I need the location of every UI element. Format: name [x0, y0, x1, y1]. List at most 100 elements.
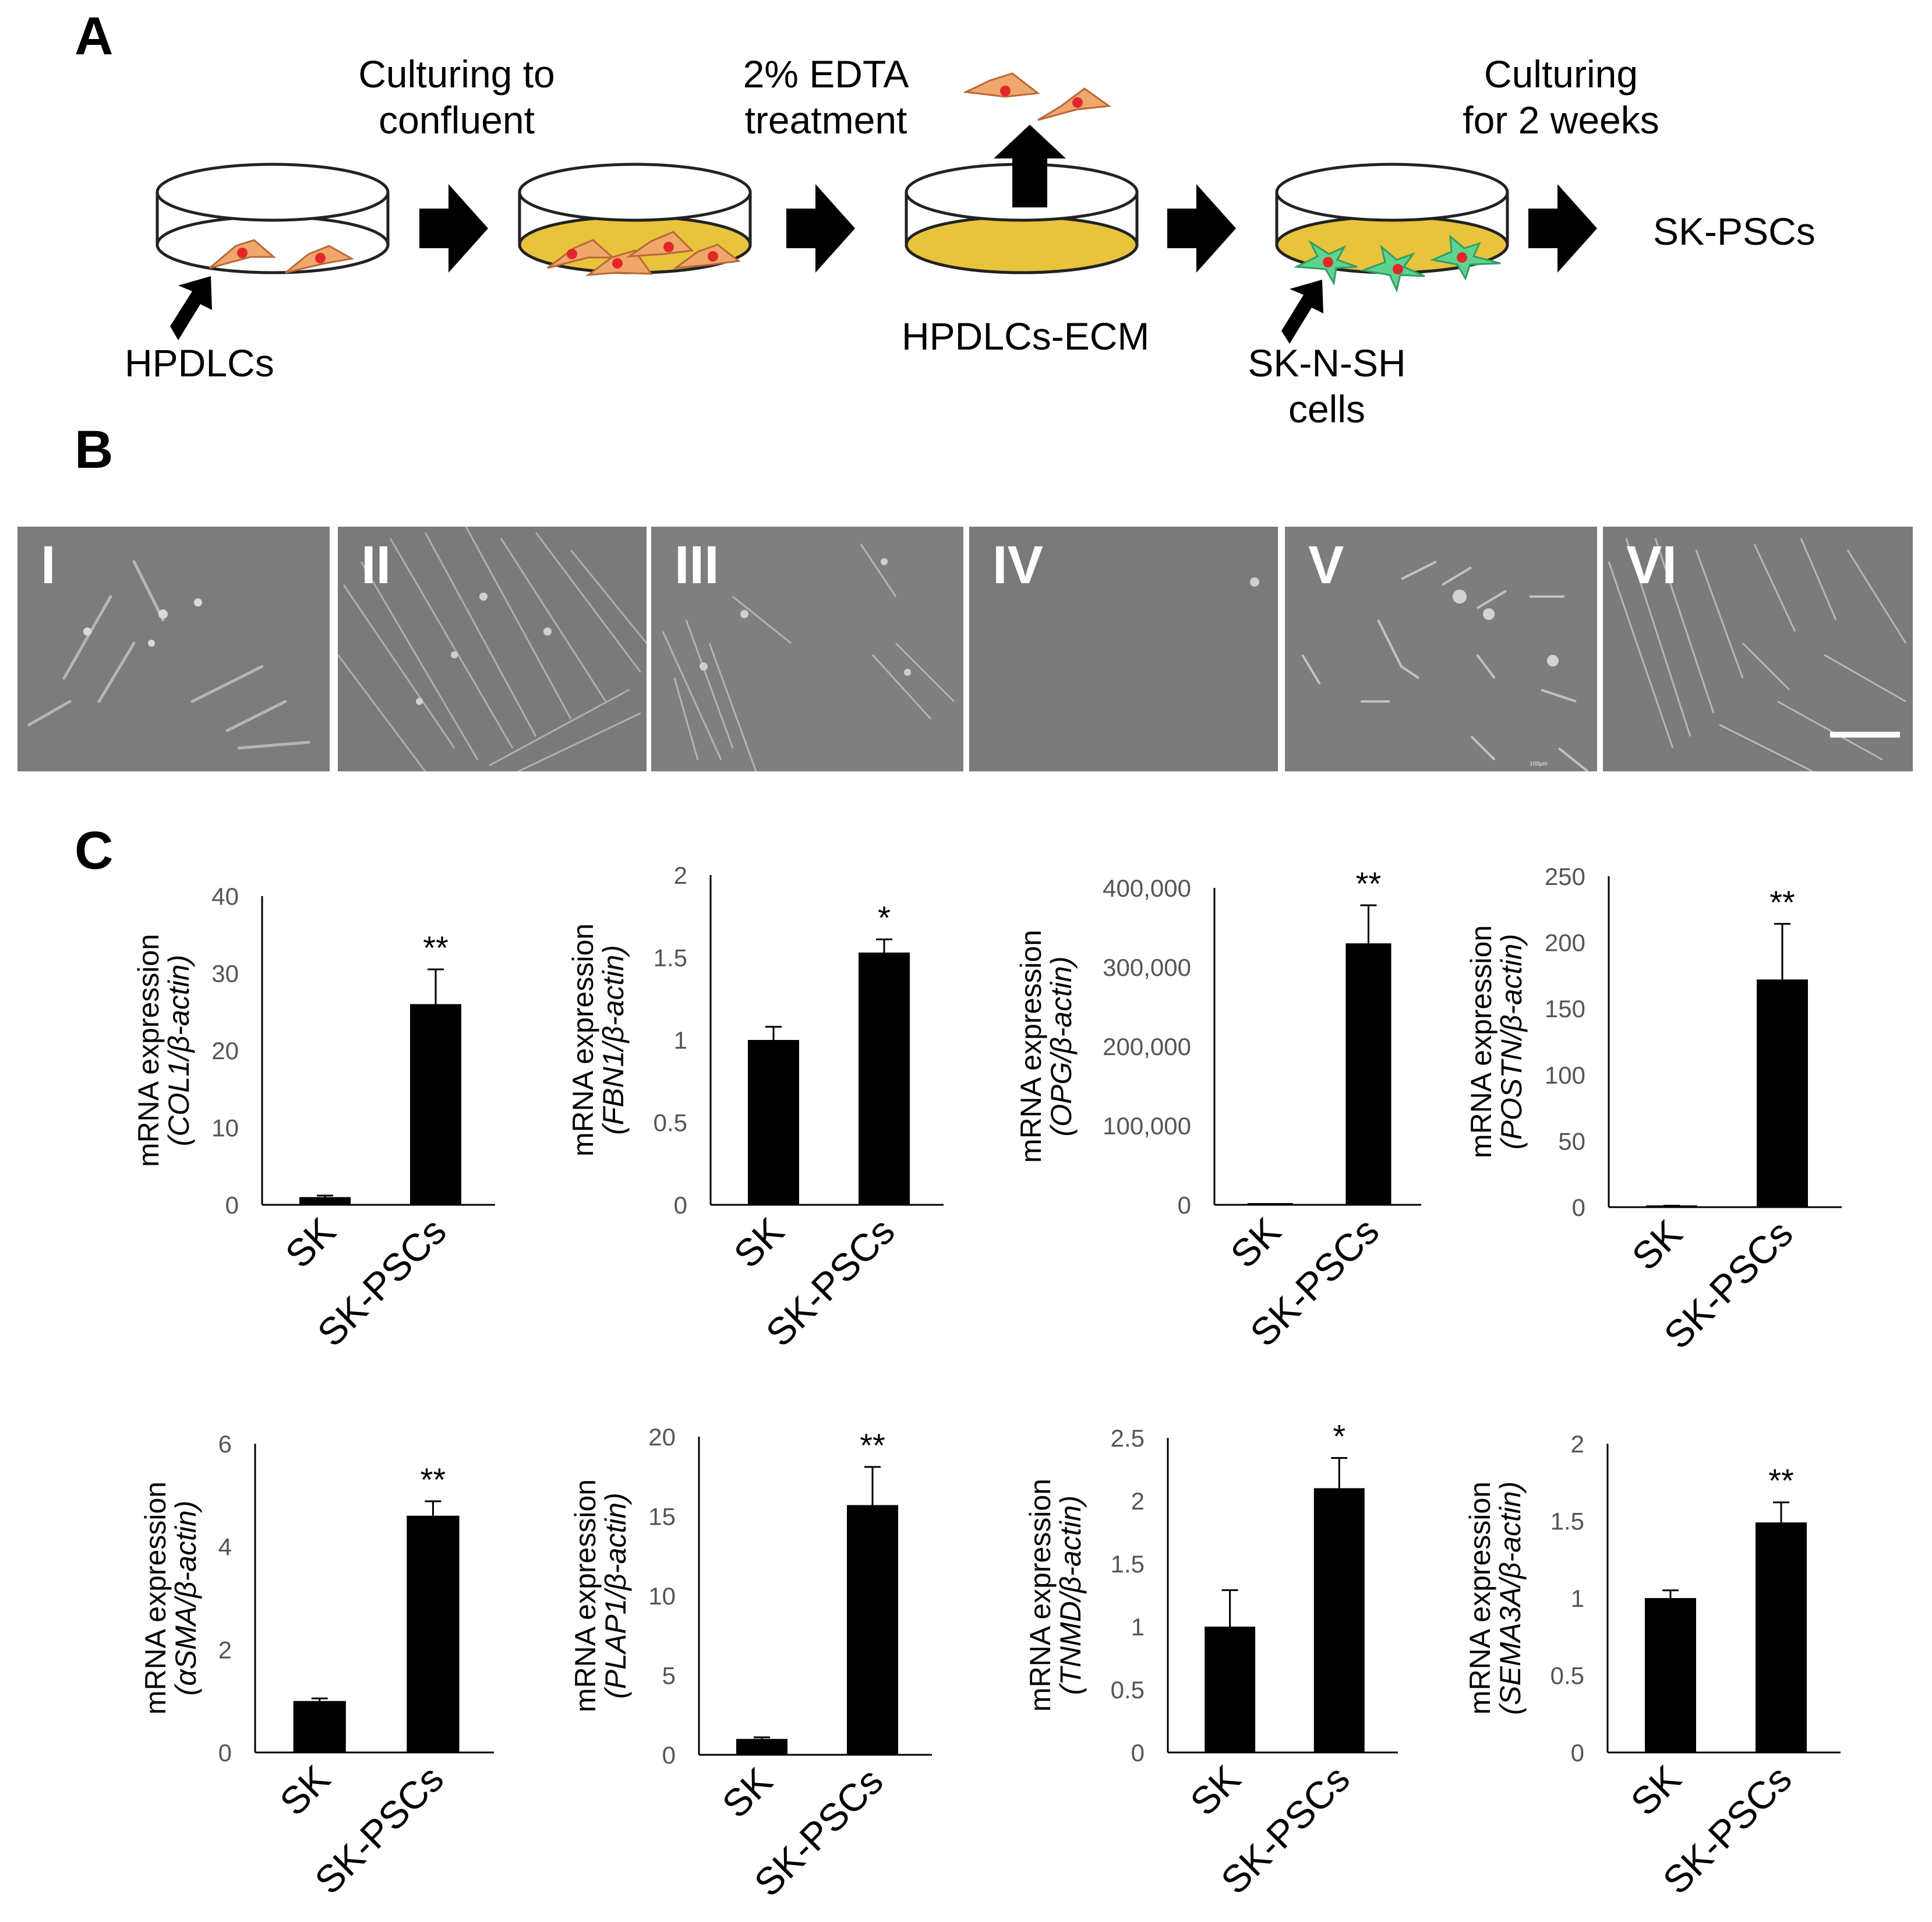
y-axis-label: mRNA expression — [567, 923, 599, 1156]
step-culturing-to-confluent: Culturing to confluent — [358, 52, 555, 142]
y-tick-label: 1.5 — [654, 944, 687, 972]
y-axis-label: mRNA expression — [569, 1479, 602, 1712]
bar-sk-pscs — [1757, 979, 1808, 1207]
y-tick-label: 30 — [211, 960, 239, 988]
bar-sk-pscs — [410, 1004, 461, 1205]
y-tick-label: 0 — [674, 1191, 687, 1219]
y-tick-label: 40 — [211, 883, 239, 910]
y-tick-label: 2.5 — [1111, 1424, 1145, 1452]
up-arrow-icon — [994, 125, 1066, 207]
panel-label-b: B — [75, 420, 114, 479]
hpdlc-cell — [626, 231, 694, 258]
micrograph-i-texture — [17, 527, 330, 771]
x-tick-label: SK — [277, 1209, 344, 1276]
bar-sk — [299, 1197, 351, 1205]
hpdlc-cell — [547, 239, 615, 269]
bar-sk-pscs — [847, 1505, 898, 1755]
y-tick-label: 200,000 — [1103, 1033, 1191, 1060]
y-tick-label: 0.5 — [1550, 1662, 1584, 1690]
y-tick-label: 0 — [1572, 1194, 1585, 1221]
hpdlc-cell — [672, 244, 741, 270]
y-tick-label: 0 — [1178, 1191, 1191, 1219]
x-tick-label: SK — [725, 1209, 792, 1276]
x-tick-label: SK — [1182, 1757, 1249, 1824]
sk-cell — [1429, 234, 1501, 281]
sk-cell — [1293, 239, 1358, 286]
detached-cell — [1037, 87, 1112, 121]
dish-4 — [1275, 163, 1509, 293]
bar-sk-pscs — [407, 1515, 460, 1752]
y-tick-label: 1 — [674, 1027, 687, 1054]
panel-label-a: A — [75, 6, 114, 66]
y-tick-label: 15 — [648, 1503, 676, 1530]
micrograph-iii: III — [651, 527, 963, 771]
micrograph-ii: II — [338, 527, 647, 771]
x-tick-label: SK — [1222, 1209, 1289, 1276]
micrograph-label-i: I — [41, 535, 56, 595]
sk-cell — [1359, 244, 1425, 293]
y-tick-label: 250 — [1545, 863, 1585, 890]
y-tick-label: 6 — [218, 1430, 232, 1458]
y-tick-label: 0 — [218, 1739, 232, 1766]
hpdlc-cell — [209, 239, 277, 269]
significance-marker: * — [878, 899, 891, 936]
y-axis-label: mRNA expression — [1465, 925, 1497, 1158]
arrow-hpdlcs-icon — [170, 276, 212, 340]
significance-marker: ** — [860, 1427, 885, 1463]
bar-sk-pscs — [1313, 1488, 1365, 1752]
y-tick-label: 0.5 — [1111, 1676, 1145, 1704]
y-tick-label: 4 — [218, 1533, 232, 1561]
y-tick-label: 400,000 — [1103, 874, 1191, 902]
bar-sk-pscs — [1756, 1522, 1807, 1752]
hpdlcs-label: HPDLCs — [125, 341, 274, 385]
y-axis-gene-label: (POSTN/β-actin) — [1495, 934, 1528, 1149]
significance-marker: ** — [1768, 1462, 1794, 1499]
hpdlcs-ecm-label: HPDLCs-ECM — [902, 315, 1150, 358]
y-tick-label: 50 — [1558, 1127, 1585, 1155]
micrograph-v-texture: 100μm — [1285, 527, 1597, 771]
micrograph-iii-texture — [651, 527, 963, 771]
y-axis-gene-label: (SEMA3A/β-actin) — [1494, 1482, 1527, 1715]
micrograph-label-iv: IV — [993, 535, 1043, 595]
y-tick-label: 0 — [1131, 1739, 1145, 1766]
x-tick-label: SK — [1622, 1757, 1689, 1824]
y-tick-label: 0 — [1571, 1739, 1584, 1766]
bar-sk — [736, 1738, 787, 1755]
step-arrow-icon — [1167, 184, 1236, 273]
y-tick-label: 10 — [211, 1115, 239, 1142]
y-tick-label: 2 — [218, 1636, 232, 1663]
scale-text: 100μm — [1530, 761, 1548, 767]
y-tick-label: 0.5 — [654, 1109, 687, 1137]
culture-workflow-diagram — [156, 72, 1597, 344]
micrograph-iv-texture — [969, 527, 1278, 771]
y-axis-gene-label: (FBN1/β-actin) — [597, 945, 630, 1135]
dish-2 — [518, 163, 752, 276]
micrograph-label-v: V — [1308, 535, 1344, 595]
bar-sk-pscs — [859, 953, 910, 1205]
micrograph-vi-texture — [1603, 527, 1913, 771]
step-arrow-icon — [1528, 184, 1597, 273]
y-tick-label: 20 — [211, 1037, 239, 1064]
x-tick-label: SK — [271, 1757, 338, 1824]
micrograph-label-ii: II — [361, 535, 391, 595]
y-tick-label: 1.5 — [1550, 1508, 1584, 1535]
y-tick-label: 300,000 — [1103, 954, 1191, 981]
y-tick-label: 5 — [662, 1662, 676, 1690]
arrow-sk-cells-icon — [1281, 280, 1323, 344]
micrograph-iv: IV — [969, 527, 1278, 771]
y-tick-label: 150 — [1545, 995, 1585, 1022]
y-tick-label: 100 — [1545, 1061, 1585, 1089]
sk-n-sh-label: SK-N-SH cells — [1248, 341, 1406, 431]
y-tick-label: 1 — [1571, 1585, 1584, 1612]
y-tick-label: 20 — [648, 1423, 676, 1451]
y-axis-label: mRNA expression — [1464, 1482, 1496, 1715]
dish-1 — [156, 163, 390, 274]
hpdlc-cell — [285, 245, 355, 274]
micrograph-vi: VI — [1603, 527, 1913, 771]
y-axis-label: mRNA expression — [1024, 1479, 1057, 1712]
step-edta-treatment: 2% EDTA treatment — [743, 52, 909, 142]
step-culturing-two-weeks: Culturing for 2 weeks — [1463, 52, 1659, 142]
y-axis-gene-label: (OPG/β-actin) — [1045, 956, 1078, 1136]
micrograph-v: 100μm V — [1285, 527, 1597, 771]
